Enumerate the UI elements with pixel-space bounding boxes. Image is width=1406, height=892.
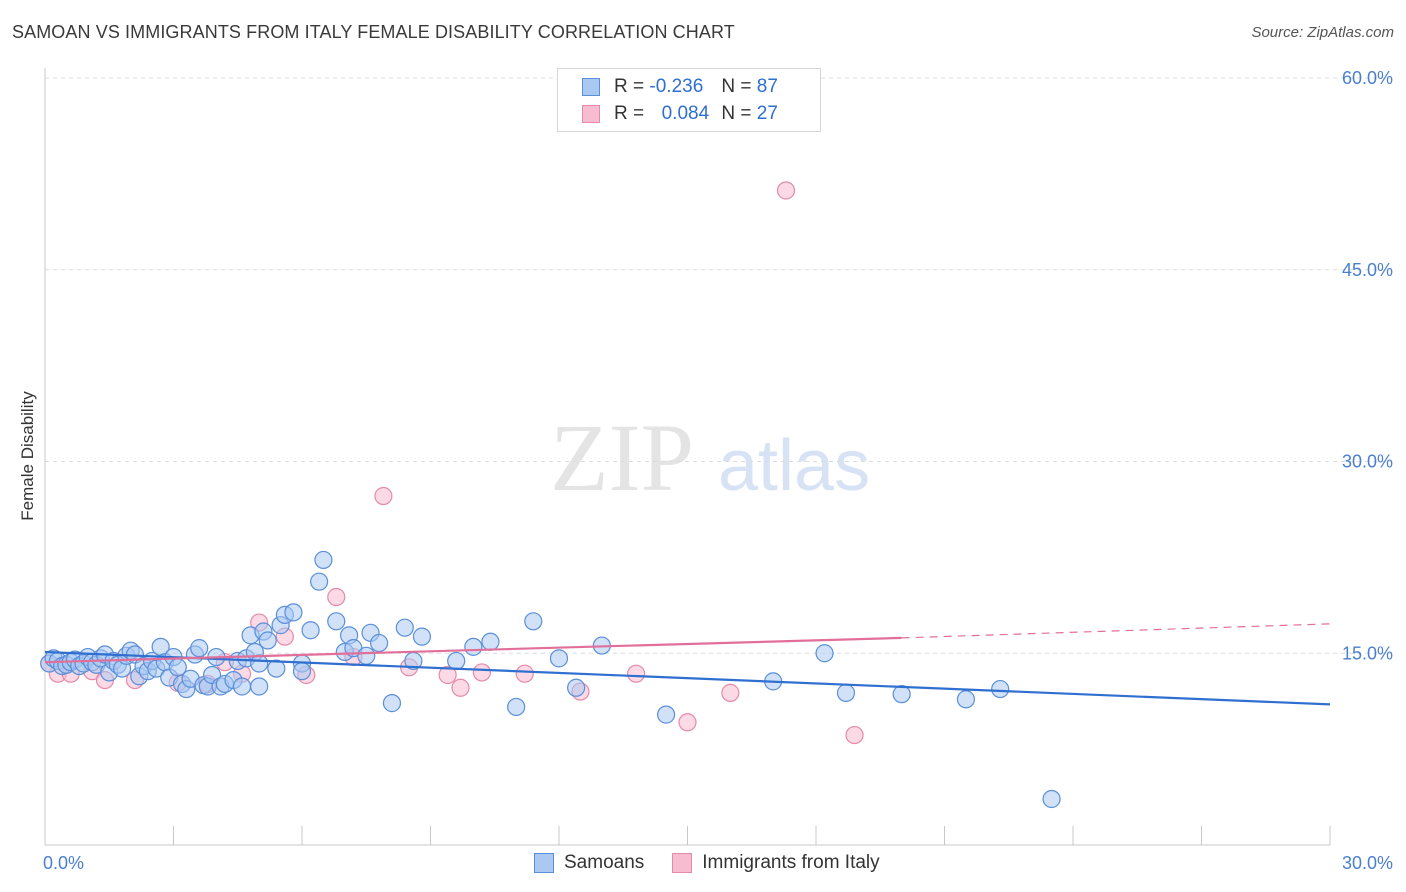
samoan-point [956,690,976,709]
samoans-swatch [582,78,600,96]
italy-trend-extension [901,623,1331,639]
samoan-point [301,621,320,640]
samoan-point [357,646,376,665]
n-value: 27 [756,103,778,124]
samoans-legend-label: Samoans [564,852,645,873]
italy-point [845,725,864,745]
y-tick-label: 30.0% [1342,452,1393,472]
samoan-point [250,654,269,673]
italy-point [472,663,491,682]
y-tick-label: 45.0% [1342,260,1393,280]
samoan-point [815,644,834,663]
samoan-point [1042,789,1061,809]
samoan-point [314,550,333,570]
legend-item-italy[interactable]: Immigrants from Italy [672,852,880,874]
samoan-point [507,697,526,717]
italy-point [327,587,346,607]
samoan-point [382,694,402,713]
samoan-point [524,612,543,631]
axes [44,68,1331,846]
r-label: R = [614,103,645,124]
samoan-point [258,631,277,650]
samoans-legend-swatch [534,853,554,873]
legend-row-samoans: R = -0.236 N = 87 [582,74,778,100]
n-value: 87 [756,76,778,97]
italy-point [515,664,534,683]
samoan-point [412,627,432,646]
r-value: 0.084 [661,103,710,124]
samoan-point [284,603,303,622]
samoan-point [395,618,414,637]
legend-item-samoans[interactable]: Samoans [534,852,644,874]
x-tick-label: 0.0% [43,853,84,873]
samoan-point [991,679,1010,699]
y-tick-label: 15.0% [1342,643,1393,663]
italy-point [451,678,470,697]
samoan-point [370,633,389,653]
italy-point [626,664,646,683]
r-label: R = [614,76,645,97]
samoan-point [250,677,269,696]
chart-source: Source: ZipAtlas.com [1251,24,1394,41]
x-tick-label: 30.0% [1342,853,1393,873]
samoan-point [892,685,911,704]
samoan-point [310,572,329,591]
series-legend: Samoans Immigrants from Italy [534,852,908,874]
italy-point [678,713,697,732]
trend-lines [44,623,1331,706]
n-label: N = [721,103,752,124]
italy-point [776,181,796,200]
watermark-atlas: atlas [718,426,870,506]
correlation-legend: R = -0.236 N = 87 R = 0.084 N = 27 [557,68,821,132]
samoan-point [481,632,500,651]
italy-legend-swatch [672,853,693,873]
samoan-trend-line [44,650,1331,706]
chart-title: SAMOAN VS IMMIGRANTS FROM ITALY FEMALE D… [12,22,735,42]
italy-swatch [582,105,600,123]
legend-row-italy: R = 0.084 N = 27 [582,101,778,127]
samoan-point [190,639,209,658]
italy-point [721,683,740,702]
italy-trend-line [44,636,902,664]
samoan-point [267,659,286,678]
samoan-points [40,550,1061,809]
italy-point [374,486,393,506]
samoan-point [464,637,483,656]
r-value: -0.236 [649,76,704,97]
grid-lines [45,77,1392,654]
samoan-point [549,649,569,668]
samoan-point [656,705,676,724]
samoan-point [232,677,252,696]
samoan-point [447,651,466,671]
n-label: N = [721,76,752,97]
tick-labels: 15.0% 30.0% 45.0% 60.0% 0.0% 30.0% [43,68,1393,873]
italy-legend-label: Immigrants from Italy [702,852,880,873]
y-tick-label: 60.0% [1342,68,1393,88]
italy-point [438,665,457,685]
watermark-zip: ZIP [550,404,694,511]
samoan-point [836,683,856,702]
samoan-point [327,612,346,631]
samoan-point [567,678,586,697]
samoan-point [292,662,312,681]
